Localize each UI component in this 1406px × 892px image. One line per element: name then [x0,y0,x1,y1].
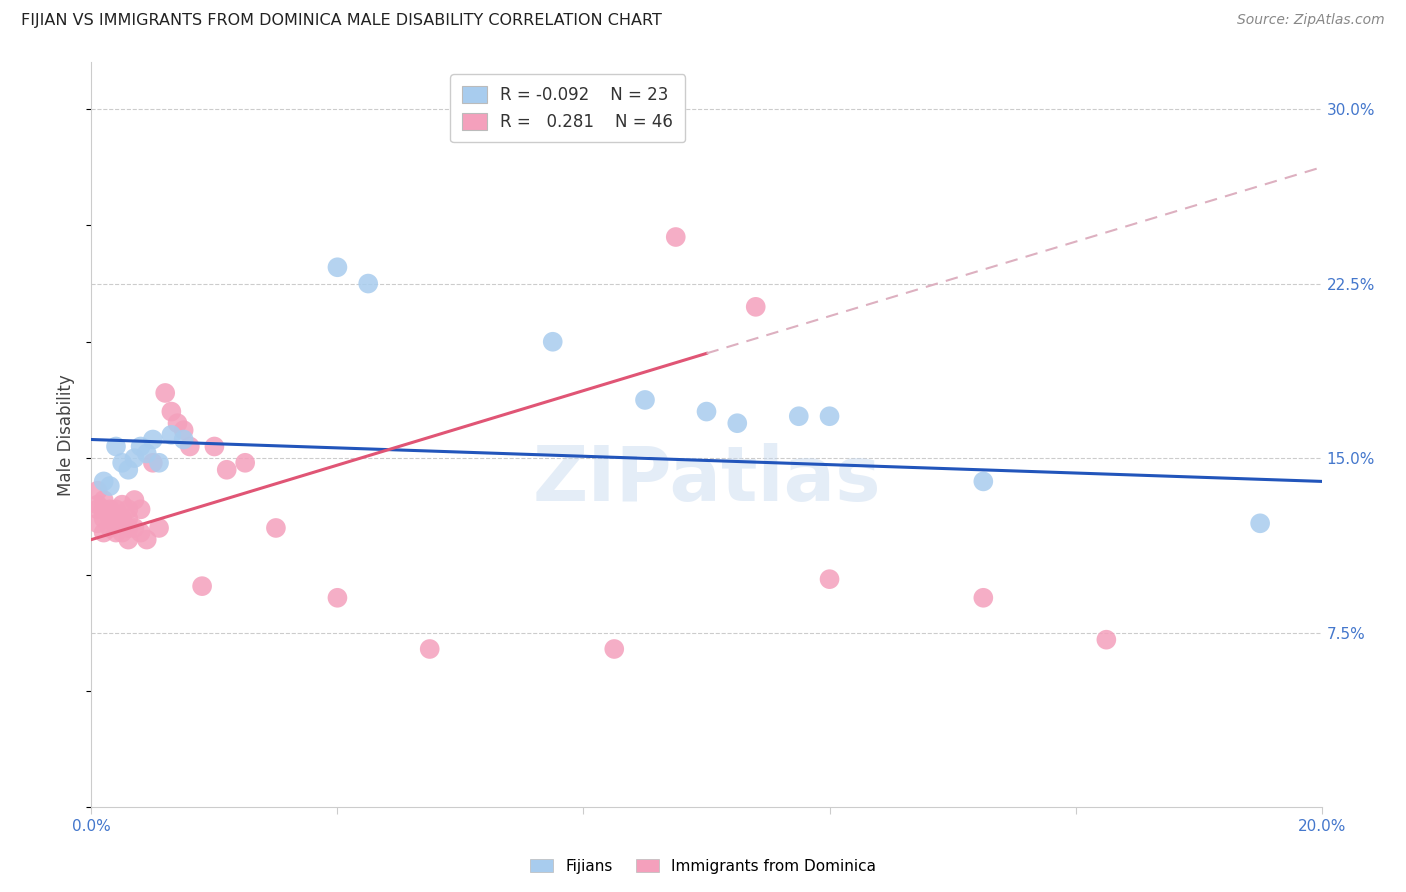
Point [745,300,768,314]
Point [98,511,121,525]
Point [326,591,349,605]
Point [124,521,146,535]
Point [86,516,108,531]
Point [86,483,108,498]
Point [135,533,157,547]
Point [787,409,810,424]
Point [111,525,134,540]
Point [148,521,170,535]
Point [634,392,657,407]
Point [603,642,626,657]
Point [105,502,127,516]
Point [93,493,115,508]
Point [357,277,380,291]
Point [135,446,157,460]
Point [86,498,108,512]
Point [129,502,152,516]
Point [215,463,238,477]
Point [173,423,195,437]
Point [160,427,183,442]
Point [142,433,165,447]
Point [173,433,195,447]
Point [326,260,349,275]
Point [818,572,841,586]
Point [117,533,139,547]
Point [98,479,121,493]
Point [86,502,108,516]
Point [972,591,994,605]
Point [696,404,718,418]
Point [972,475,994,489]
Point [166,416,188,430]
Point [117,511,139,525]
Point [117,521,139,535]
Point [129,440,152,454]
Point [142,456,165,470]
Point [124,451,146,466]
Point [117,502,139,516]
Text: ZIPatlas: ZIPatlas [533,442,880,516]
Point [117,463,139,477]
Point [98,521,121,535]
Point [93,525,115,540]
Point [105,525,127,540]
Point [129,525,152,540]
Point [191,579,214,593]
Point [111,498,134,512]
Point [111,456,134,470]
Point [419,642,441,657]
Point [98,502,121,516]
Point [233,456,256,470]
Point [153,386,177,401]
Point [264,521,287,535]
Point [1095,632,1118,647]
Text: FIJIAN VS IMMIGRANTS FROM DOMINICA MALE DISABILITY CORRELATION CHART: FIJIAN VS IMMIGRANTS FROM DOMINICA MALE … [21,13,662,29]
Point [160,404,183,418]
Point [818,409,841,424]
Point [1249,516,1271,531]
Point [105,440,127,454]
Text: Source: ZipAtlas.com: Source: ZipAtlas.com [1237,13,1385,28]
Point [148,456,170,470]
Point [105,516,127,531]
Legend: R = -0.092    N = 23, R =   0.281    N = 46: R = -0.092 N = 23, R = 0.281 N = 46 [450,75,685,143]
Point [93,502,115,516]
Legend: Fijians, Immigrants from Dominica: Fijians, Immigrants from Dominica [524,853,882,880]
Point [665,230,688,244]
Point [93,511,115,525]
Y-axis label: Male Disability: Male Disability [58,374,76,496]
Point [124,493,146,508]
Point [541,334,564,349]
Point [725,416,748,430]
Point [111,511,134,525]
Point [179,440,201,454]
Point [202,440,225,454]
Point [93,475,115,489]
